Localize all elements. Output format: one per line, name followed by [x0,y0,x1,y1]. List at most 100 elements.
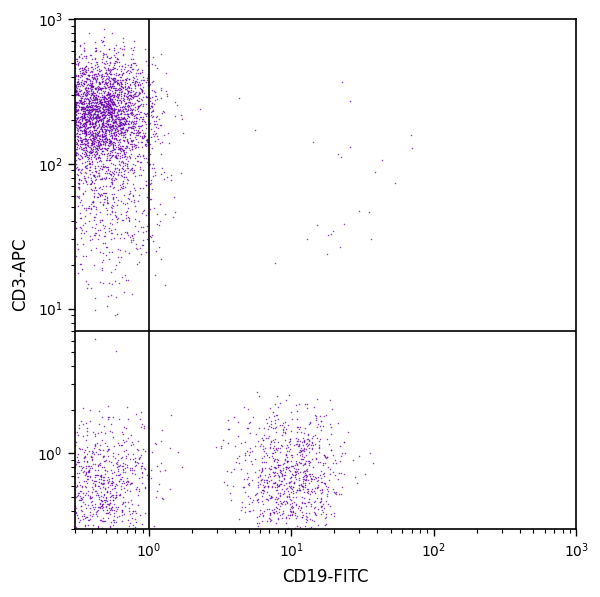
Point [104,90,114,99]
Point [113,112,122,122]
Point [278,425,288,435]
Point [320,521,329,530]
Point [71,109,80,119]
Point [133,102,142,112]
Point [128,118,138,127]
Point [98,122,108,132]
Point [261,475,271,485]
Point [105,140,115,150]
Point [104,44,114,54]
Point [248,475,257,485]
Point [131,112,140,121]
Point [319,503,329,513]
Point [274,481,283,491]
Point [146,107,155,117]
Point [119,112,129,122]
Point [150,119,160,128]
Point [101,83,111,93]
Point [85,97,94,106]
Point [91,119,100,129]
Point [131,461,140,470]
Point [113,195,123,205]
Point [92,209,101,219]
Point [129,141,139,151]
Point [98,100,107,110]
Point [166,444,175,453]
Point [109,145,118,155]
Point [89,134,99,143]
Point [82,449,92,458]
Point [105,136,115,145]
Point [92,128,102,137]
Point [140,421,149,431]
Point [86,147,96,157]
Point [105,94,115,104]
Point [89,134,99,144]
Point [290,467,300,477]
Point [80,451,90,461]
Point [71,113,80,123]
Point [118,79,127,88]
Point [80,107,89,116]
Point [110,111,119,121]
Point [73,455,83,464]
Point [86,245,95,255]
Point [104,107,114,117]
Point [89,450,98,459]
Point [75,444,85,454]
Point [294,440,304,450]
Point [89,82,98,91]
Point [102,496,112,506]
Point [98,130,107,140]
Point [70,87,79,97]
Point [88,104,98,114]
Point [86,130,95,139]
Point [269,442,279,451]
Point [295,473,304,482]
Point [286,434,295,444]
Point [107,179,117,188]
Point [81,61,91,70]
Point [268,407,277,417]
Point [76,494,85,503]
Point [81,145,91,155]
Point [101,125,111,135]
Point [122,142,131,152]
Point [99,112,109,122]
Point [131,130,141,140]
Point [95,197,105,207]
Point [85,107,95,117]
Point [141,136,151,145]
Point [76,86,85,96]
Point [261,448,271,457]
Point [77,120,87,130]
Point [276,466,286,475]
Point [291,464,301,473]
Point [307,476,316,485]
Point [84,89,94,99]
Point [307,473,316,483]
Point [94,101,103,111]
Point [94,141,103,150]
Point [103,110,113,119]
Point [97,78,107,87]
Point [274,475,283,485]
Point [71,81,80,90]
Point [123,100,133,110]
Point [318,469,328,478]
Point [119,172,129,181]
Point [273,461,283,470]
Point [88,79,97,88]
Point [96,125,106,134]
Point [103,143,113,152]
Point [80,445,90,454]
Point [133,128,142,138]
Point [127,109,136,118]
Point [112,211,121,221]
Point [148,60,157,69]
Point [77,75,86,85]
Point [90,147,100,156]
Point [86,179,95,188]
Point [118,68,128,78]
Point [272,482,281,491]
